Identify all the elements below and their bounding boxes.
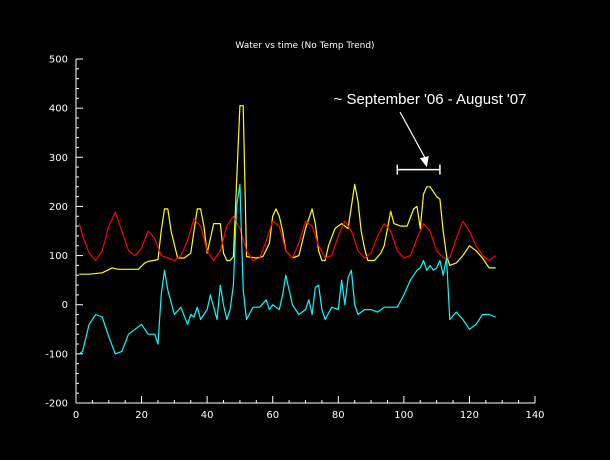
chart-title: Water vs time (No Temp Trend): [235, 41, 374, 51]
x-tick-label: 80: [332, 410, 345, 421]
x-tick-label: 0: [73, 410, 79, 421]
x-tick-label: 100: [394, 410, 413, 421]
y-tick-label: 100: [49, 251, 68, 262]
y-tick-label: 0: [62, 300, 68, 311]
x-tick-label: 120: [460, 410, 479, 421]
annotation-arrow-shaft: [399, 111, 428, 162]
series-line-2: [78, 211, 497, 262]
annotation-group: ~ September '06 - August '07: [334, 91, 527, 175]
y-tick-label: -100: [45, 349, 68, 360]
x-tick-label: 60: [266, 410, 279, 421]
y-tick-label: 400: [49, 104, 68, 115]
x-tick-label: 40: [201, 410, 214, 421]
y-tick-label: 200: [49, 202, 68, 213]
y-tick-label: 300: [49, 153, 68, 164]
axes: -200 -100 0 100 200 300 400 500 0 20 40 60 80 100 120 1…: [45, 55, 544, 422]
annotation-text: ~ September '06 - August '07: [334, 91, 527, 108]
y-tick-label: 500: [49, 55, 68, 66]
y-tick-label: -200: [45, 399, 68, 410]
x-tick-label: 140: [525, 410, 544, 421]
series-line-3: [78, 183, 496, 355]
series-group: [78, 105, 497, 355]
annotation-arrow-head: [419, 156, 429, 168]
x-tick-label: 20: [135, 410, 148, 421]
